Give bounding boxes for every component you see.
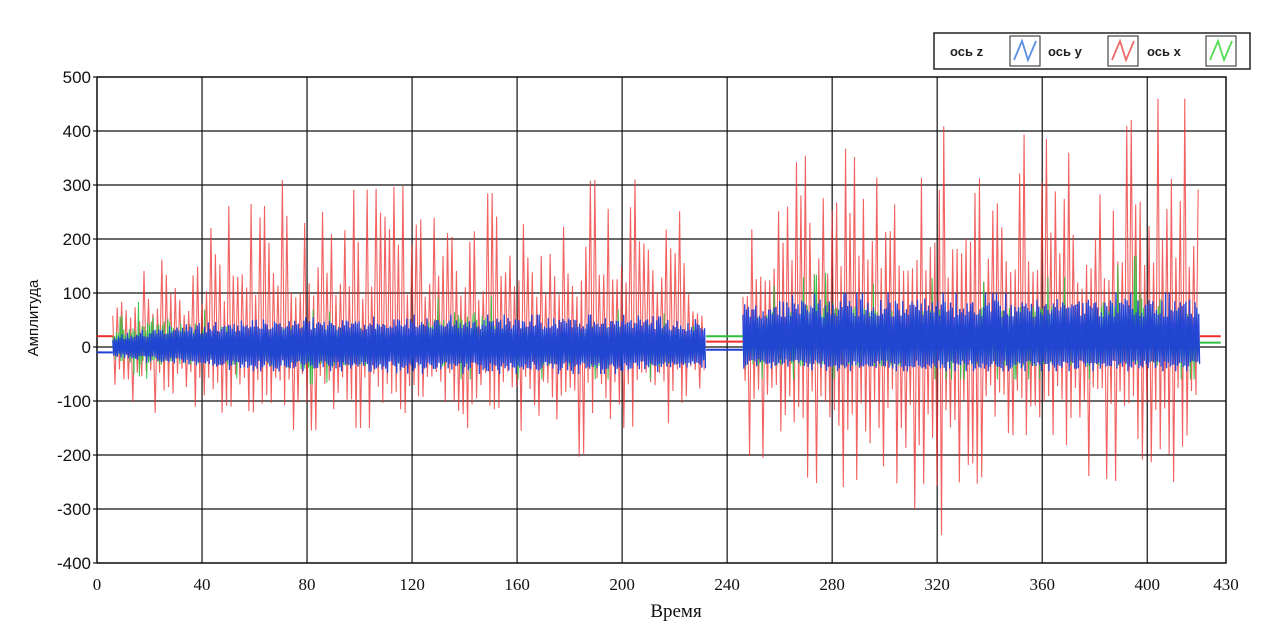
- series-line: [112, 314, 707, 375]
- x-tick-label: 200: [609, 575, 635, 594]
- y-tick-label: -200: [57, 446, 91, 465]
- y-tick-label: -100: [57, 392, 91, 411]
- series-0: [112, 292, 1201, 375]
- x-tick-label: 0: [93, 575, 102, 594]
- x-tick-label: 430: [1213, 575, 1239, 594]
- x-tick-label: 40: [194, 575, 211, 594]
- x-tick-label: 360: [1029, 575, 1055, 594]
- series-layer: [97, 98, 1221, 536]
- series-line: [742, 292, 1201, 372]
- baselines: [97, 335, 1221, 354]
- legend-label: ось x: [1147, 44, 1182, 59]
- x-tick-label: 320: [924, 575, 950, 594]
- legend: ось z ось y ось x: [933, 32, 1251, 70]
- grid: [96, 76, 1227, 564]
- legend-swatch: [1111, 38, 1135, 63]
- y-tick-label: 200: [63, 230, 91, 249]
- x-tick-label: 400: [1134, 575, 1160, 594]
- x-axis-ticks: 0 40 80 120 160 200 240 280 320 360 400 430: [93, 575, 1239, 594]
- y-axis-label: Амплитуда: [25, 279, 42, 356]
- legend-frame: [933, 32, 1251, 70]
- legend-swatch: [1013, 38, 1037, 63]
- y-tick-label: 0: [82, 338, 91, 357]
- legend-swatch: [1209, 38, 1233, 63]
- y-tick-label: 400: [63, 122, 91, 141]
- y-axis-ticks: 500 400 300 200 100 0 -100 -200 -300 -400: [57, 68, 97, 573]
- y-tick-label: 100: [63, 284, 91, 303]
- y-tick-label: -400: [57, 554, 91, 573]
- x-tick-label: 240: [714, 575, 740, 594]
- series-line: [742, 98, 1199, 536]
- x-tick-label: 80: [299, 575, 316, 594]
- x-axis-label: Время: [650, 601, 702, 622]
- y-tick-label: 500: [63, 68, 91, 87]
- x-tick-label: 280: [819, 575, 845, 594]
- y-tick-label: -300: [57, 500, 91, 519]
- y-tick-label: 300: [63, 176, 91, 195]
- x-tick-label: 120: [399, 575, 425, 594]
- legend-label: ось z: [950, 44, 984, 59]
- x-tick-label: 160: [504, 575, 530, 594]
- legend-label: ось y: [1048, 44, 1083, 59]
